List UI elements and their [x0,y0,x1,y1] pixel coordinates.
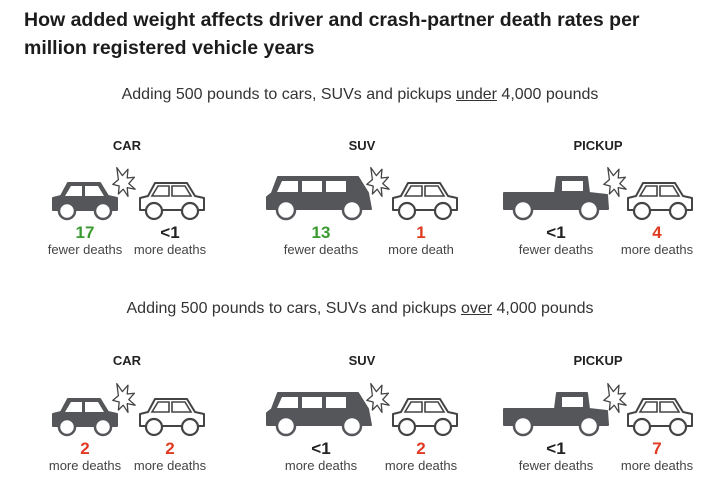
partner-caption: more death [388,242,454,257]
subtitle-text: 4,000 pounds [496,86,599,103]
driver-caption: fewer deaths [47,242,123,257]
subtitle-text: 4,000 pounds [492,300,594,317]
vehicle-label-pickup: PICKUP [573,353,623,368]
driver-value: 2 [80,439,90,458]
section-subtitle: Adding 500 pounds to cars, SUVs and pick… [0,86,720,104]
partner-car-icon [623,390,697,438]
driver-caption: fewer deaths [518,458,594,473]
vehicle-label-pickup: PICKUP [573,138,623,153]
suv-icon [264,386,374,438]
partner-car-icon [135,390,209,438]
crash-burst-icon [366,166,390,198]
car-icon [48,390,122,438]
vehicle-label-car: CAR [112,353,142,368]
partner-value: 1 [416,223,426,242]
partner-caption: more deaths [620,458,694,473]
partner-car-icon [135,174,209,222]
driver-value: <1 [546,439,566,458]
partner-value: 4 [652,223,662,242]
pickup-icon [501,386,611,438]
crash-burst-icon [112,382,136,414]
vehicle-label-suv: SUV [348,353,376,368]
driver-caption: fewer deaths [283,242,359,257]
subtitle-text: Adding 500 pounds to cars, SUVs and pick… [121,86,457,103]
partner-caption: more deaths [620,242,694,257]
driver-value: 13 [311,223,331,242]
driver-value: <1 [546,223,566,242]
partner-value: 7 [652,439,662,458]
partner-value: <1 [160,223,180,242]
suv-icon [264,170,374,222]
driver-caption: fewer deaths [518,242,594,257]
subtitle-emphasis: over [460,300,493,317]
partner-caption: more deaths [133,242,207,257]
driver-value: <1 [311,439,331,458]
car-icon [48,174,122,222]
partner-car-icon [623,174,697,222]
partner-value: 2 [165,439,175,458]
vehicle-label-suv: SUV [348,138,376,153]
partner-car-icon [388,390,462,438]
partner-caption: more deaths [384,458,458,473]
driver-value: 17 [75,223,95,242]
subtitle-text: Adding 500 pounds to cars, SUVs and pick… [126,300,461,317]
section-subtitle: Adding 500 pounds to cars, SUVs and pick… [0,300,720,318]
crash-burst-icon [112,166,136,198]
crash-burst-icon [366,382,390,414]
subtitle-emphasis: under [456,86,497,103]
pickup-icon [501,170,611,222]
partner-value: 2 [416,439,426,458]
driver-caption: more deaths [284,458,358,473]
driver-caption: more deaths [48,458,122,473]
page-title: How added weight affects driver and cras… [24,9,640,59]
partner-car-icon [388,174,462,222]
vehicle-label-car: CAR [112,138,142,153]
partner-caption: more deaths [133,458,207,473]
